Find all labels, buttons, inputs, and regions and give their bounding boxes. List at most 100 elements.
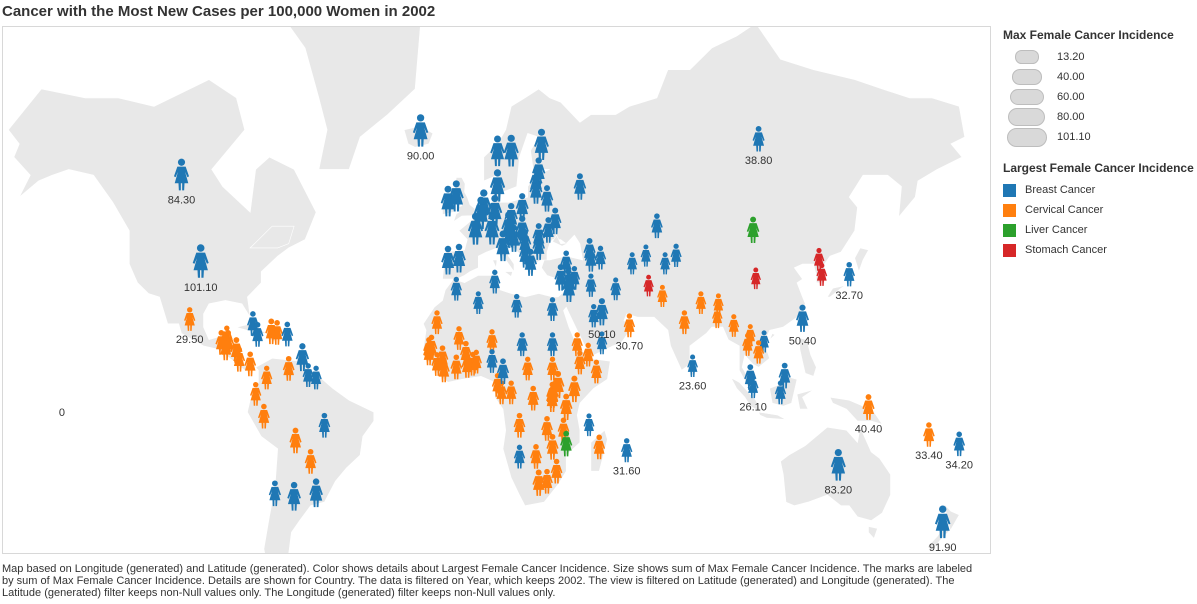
woman-figure-icon[interactable]: [687, 354, 698, 378]
woman-figure-icon[interactable]: [425, 334, 438, 360]
woman-figure-icon[interactable]: [495, 230, 511, 262]
woman-figure-icon[interactable]: [247, 311, 259, 336]
woman-figure-icon[interactable]: [862, 394, 875, 420]
woman-figure-icon[interactable]: [758, 330, 770, 353]
woman-figure-icon[interactable]: [511, 293, 523, 318]
woman-figure-icon[interactable]: [265, 318, 278, 345]
woman-figure-icon[interactable]: [559, 393, 573, 421]
woman-figure-icon[interactable]: [813, 247, 825, 271]
woman-figure-icon[interactable]: [934, 505, 951, 539]
woman-figure-icon[interactable]: [496, 358, 510, 384]
woman-figure-icon[interactable]: [524, 248, 537, 276]
woman-figure-icon[interactable]: [453, 326, 465, 350]
woman-figure-icon[interactable]: [230, 337, 243, 363]
woman-figure-icon[interactable]: [486, 349, 498, 373]
woman-figure-icon[interactable]: [516, 332, 528, 357]
woman-figure-icon[interactable]: [431, 310, 443, 335]
woman-figure-icon[interactable]: [440, 185, 456, 217]
woman-figure-icon[interactable]: [626, 252, 638, 275]
woman-figure-icon[interactable]: [583, 238, 596, 264]
woman-figure-icon[interactable]: [568, 265, 581, 290]
woman-figure-icon[interactable]: [250, 381, 262, 406]
woman-figure-icon[interactable]: [470, 349, 482, 374]
woman-figure-icon[interactable]: [450, 276, 462, 301]
woman-figure-icon[interactable]: [268, 480, 281, 507]
woman-figure-icon[interactable]: [713, 293, 724, 316]
woman-figure-icon[interactable]: [593, 434, 606, 460]
woman-figure-icon[interactable]: [309, 478, 323, 508]
woman-figure-icon[interactable]: [546, 297, 559, 321]
woman-figure-icon[interactable]: [541, 468, 553, 494]
woman-figure-icon[interactable]: [513, 444, 526, 469]
woman-figure-icon[interactable]: [251, 321, 264, 347]
woman-figure-icon[interactable]: [450, 354, 463, 380]
woman-figure-icon[interactable]: [452, 243, 466, 273]
woman-figure-icon[interactable]: [532, 233, 545, 260]
woman-figure-icon[interactable]: [173, 158, 190, 191]
woman-figure-icon[interactable]: [923, 422, 935, 447]
woman-figure-icon[interactable]: [752, 126, 765, 152]
woman-figure-icon[interactable]: [281, 321, 294, 347]
woman-figure-icon[interactable]: [318, 412, 331, 438]
woman-figure-icon[interactable]: [484, 213, 500, 245]
woman-figure-icon[interactable]: [651, 213, 663, 239]
woman-figure-icon[interactable]: [486, 329, 498, 353]
woman-figure-icon[interactable]: [582, 342, 594, 367]
woman-figure-icon[interactable]: [746, 216, 760, 244]
woman-figure-icon[interactable]: [503, 134, 519, 167]
woman-figure-icon[interactable]: [473, 196, 489, 230]
woman-figure-icon[interactable]: [728, 314, 740, 337]
woman-figure-icon[interactable]: [258, 403, 270, 429]
woman-figure-icon[interactable]: [745, 324, 756, 347]
woman-figure-icon[interactable]: [585, 273, 597, 297]
woman-figure-icon[interactable]: [744, 364, 757, 390]
woman-figure-icon[interactable]: [522, 356, 534, 381]
woman-figure-icon[interactable]: [753, 340, 765, 364]
woman-figure-icon[interactable]: [244, 351, 257, 377]
color-legend-item[interactable]: Stomach Cancer: [1003, 240, 1195, 260]
woman-figure-icon[interactable]: [643, 274, 654, 297]
woman-figure-icon[interactable]: [304, 448, 317, 474]
woman-figure-icon[interactable]: [515, 215, 529, 244]
woman-figure-icon[interactable]: [546, 356, 559, 381]
woman-figure-icon[interactable]: [670, 243, 682, 268]
woman-figure-icon[interactable]: [530, 444, 542, 469]
woman-figure-icon[interactable]: [620, 438, 633, 463]
woman-figure-icon[interactable]: [610, 277, 622, 301]
woman-figure-icon[interactable]: [448, 180, 464, 212]
woman-figure-icon[interactable]: [192, 244, 209, 278]
world-map[interactable]: 23.60 26.10 29.50 30.70 31.60 32.70 33.40 34.20…: [2, 26, 991, 554]
woman-figure-icon[interactable]: [657, 284, 668, 307]
woman-figure-icon[interactable]: [490, 135, 505, 167]
woman-figure-icon[interactable]: [796, 304, 809, 332]
woman-figure-icon[interactable]: [548, 207, 562, 235]
color-legend-item[interactable]: Cervical Cancer: [1003, 200, 1195, 220]
woman-figure-icon[interactable]: [489, 269, 501, 294]
woman-figure-icon[interactable]: [289, 427, 302, 454]
woman-figure-icon[interactable]: [219, 334, 232, 361]
woman-figure-icon[interactable]: [261, 365, 273, 390]
woman-figure-icon[interactable]: [546, 433, 559, 460]
woman-figure-icon[interactable]: [438, 357, 450, 383]
woman-figure-icon[interactable]: [953, 431, 966, 457]
woman-figure-icon[interactable]: [595, 298, 609, 326]
woman-figure-icon[interactable]: [184, 307, 196, 331]
woman-figure-icon[interactable]: [287, 481, 301, 511]
woman-figure-icon[interactable]: [640, 244, 652, 267]
woman-figure-icon[interactable]: [678, 310, 691, 335]
woman-figure-icon[interactable]: [310, 365, 322, 390]
woman-figure-icon[interactable]: [583, 413, 595, 437]
woman-figure-icon[interactable]: [695, 291, 707, 315]
woman-figure-icon[interactable]: [574, 350, 586, 375]
woman-figure-icon[interactable]: [513, 412, 526, 438]
woman-figure-icon[interactable]: [441, 245, 455, 275]
woman-figure-icon[interactable]: [573, 173, 587, 200]
woman-figure-icon[interactable]: [534, 128, 549, 160]
color-legend-item[interactable]: Liver Cancer: [1003, 220, 1195, 240]
woman-figure-icon[interactable]: [554, 264, 567, 291]
woman-figure-icon[interactable]: [571, 332, 583, 357]
woman-figure-icon[interactable]: [550, 458, 563, 484]
woman-figure-icon[interactable]: [505, 380, 517, 405]
woman-figure-icon[interactable]: [489, 169, 506, 202]
woman-figure-icon[interactable]: [271, 320, 283, 345]
